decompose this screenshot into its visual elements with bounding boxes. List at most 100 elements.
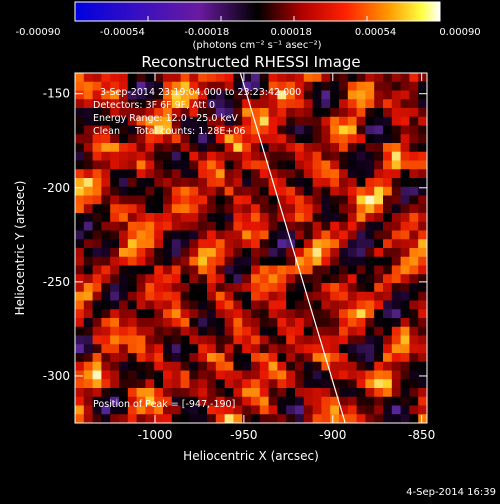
heatmap-cell: [189, 90, 199, 100]
heatmap-cell: [163, 248, 173, 258]
heatmap-cell: [321, 204, 331, 214]
heatmap-cell: [330, 265, 340, 275]
heatmap-cell: [365, 221, 375, 231]
heatmap-cell: [92, 169, 102, 179]
heatmap-cell: [136, 116, 146, 126]
heatmap-cell: [312, 230, 322, 240]
heatmap-cell: [110, 388, 120, 398]
heatmap-cell: [198, 309, 208, 319]
heatmap-cell: [110, 169, 120, 179]
heatmap-cell: [268, 309, 278, 319]
heatmap-cell: [171, 405, 181, 415]
heatmap-cell: [242, 388, 252, 398]
heatmap-cell: [180, 370, 190, 380]
heatmap-cell: [347, 291, 357, 301]
heatmap-cell: [145, 388, 155, 398]
heatmap-cell: [277, 291, 287, 301]
heatmap-cell: [312, 116, 322, 126]
heatmap-cell: [312, 221, 322, 231]
heatmap-cell: [400, 256, 410, 266]
heatmap-cell: [136, 186, 146, 196]
heatmap-cell: [145, 405, 155, 415]
heatmap-cell: [321, 151, 331, 161]
heatmap-cell: [312, 178, 322, 188]
heatmap-cell: [92, 116, 102, 126]
heatmap-cell: [171, 344, 181, 354]
heatmap-cell: [154, 361, 164, 371]
heatmap-cell: [251, 414, 261, 423]
heatmap-cell: [365, 291, 375, 301]
heatmap-cell: [365, 90, 375, 100]
heatmap-cell: [277, 309, 287, 319]
heatmap-cell: [374, 178, 384, 188]
heatmap-cell: [400, 213, 410, 223]
heatmap-cell: [101, 151, 111, 161]
heatmap-cell: [242, 414, 252, 423]
heatmap-cell: [409, 300, 419, 310]
heatmap-cell: [295, 230, 305, 240]
heatmap-cell: [356, 300, 366, 310]
heatmap-cell: [127, 353, 137, 363]
heatmap-cell: [286, 221, 296, 231]
heatmap-cell: [75, 108, 85, 118]
heatmap-cell: [268, 414, 278, 423]
heatmap-cell: [383, 108, 393, 118]
heatmap-cell: [136, 213, 146, 223]
heatmap-cell: [163, 169, 173, 179]
heatmap-cell: [365, 318, 375, 328]
heatmap-cell: [312, 361, 322, 371]
heatmap-cell: [119, 353, 129, 363]
heatmap-cell: [303, 318, 313, 328]
heatmap-cell: [145, 379, 155, 389]
colorbar-tick-label: 0.00054: [355, 27, 396, 38]
heatmap-cell: [400, 318, 410, 328]
heatmap-cell: [295, 99, 305, 109]
heatmap-cell: [110, 186, 120, 196]
heatmap-cell: [163, 335, 173, 345]
heatmap-cell: [339, 73, 349, 83]
heatmap-cell: [233, 143, 243, 153]
heatmap-cell: [242, 318, 252, 328]
heatmap-cell: [339, 186, 349, 196]
heatmap-cell: [163, 396, 173, 406]
heatmap-cell: [75, 344, 85, 354]
heatmap-cell: [119, 414, 129, 423]
heatmap-cell: [110, 239, 120, 249]
heatmap-cell: [198, 90, 208, 100]
heatmap-cell: [198, 125, 208, 135]
heatmap-cell: [171, 300, 181, 310]
heatmap-cell: [347, 108, 357, 118]
heatmap-cell: [383, 178, 393, 188]
heatmap-cell: [189, 379, 199, 389]
heatmap-cell: [154, 309, 164, 319]
heatmap-cell: [119, 300, 129, 310]
heatmap-cell: [154, 326, 164, 336]
heatmap-cell: [233, 388, 243, 398]
heatmap-cell: [383, 81, 393, 91]
heatmap-cell: [347, 344, 357, 354]
heatmap-cell: [356, 274, 366, 284]
heatmap-cell: [330, 405, 340, 415]
heatmap-cell: [119, 90, 129, 100]
heatmap-cell: [180, 405, 190, 415]
heatmap-cell: [189, 151, 199, 161]
heatmap-cell: [207, 405, 217, 415]
heatmap-cell: [136, 160, 146, 170]
heatmap-cell: [189, 283, 199, 293]
heatmap-cell: [339, 274, 349, 284]
heatmap-cell: [180, 160, 190, 170]
heatmap-cell: [251, 186, 261, 196]
heatmap-cell: [303, 405, 313, 415]
heatmap-cell: [75, 178, 85, 188]
heatmap-cell: [154, 134, 164, 144]
heatmap-cell: [409, 318, 419, 328]
heatmap-cell: [383, 326, 393, 336]
heatmap-cell: [391, 388, 401, 398]
heatmap-cell: [224, 143, 234, 153]
heatmap-cell: [383, 221, 393, 231]
heatmap-cell: [268, 143, 278, 153]
heatmap-cell: [110, 125, 120, 135]
heatmap-cell: [242, 326, 252, 336]
heatmap-cell: [374, 108, 384, 118]
heatmap-cell: [418, 73, 427, 83]
